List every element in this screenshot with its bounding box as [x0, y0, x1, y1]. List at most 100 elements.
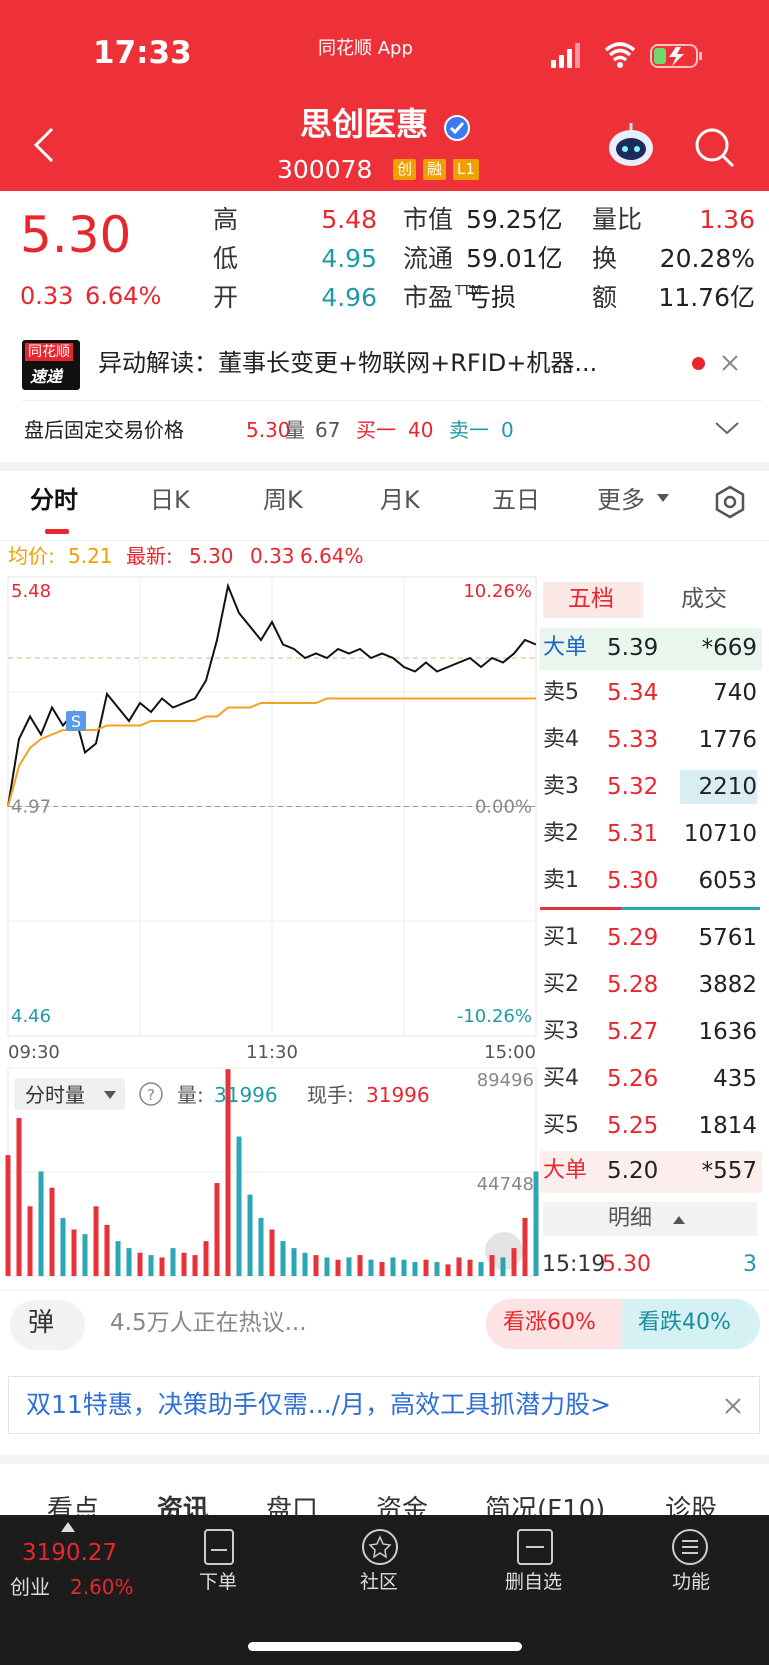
volume-bar	[368, 1259, 374, 1276]
section-tab[interactable]: 资金	[376, 1495, 429, 1515]
chart-tab[interactable]: 五日	[492, 486, 540, 514]
detail-toggle[interactable]: 明细	[608, 1206, 653, 1231]
index-value: 3190.27	[22, 1540, 118, 1566]
help-mark: ?	[147, 1086, 155, 1104]
volume-dropdown[interactable]	[14, 1078, 125, 1110]
section-tab[interactable]: 看点	[47, 1495, 100, 1515]
banner-text[interactable]: 异动解读：董事长变更+物联网+RFID+机器...	[98, 349, 598, 377]
chart-tab[interactable]: 分时	[30, 486, 78, 514]
book-tab-bg	[543, 582, 643, 618]
last-price: 5.30	[20, 206, 132, 264]
volume-bar	[324, 1257, 330, 1276]
section-tab[interactable]: 盘口	[266, 1495, 319, 1515]
volume-label: 量:	[177, 1083, 204, 1107]
volume-bar	[346, 1257, 352, 1276]
stock-tag: 融	[423, 159, 447, 180]
detail-bg	[543, 1202, 757, 1236]
chart-tab[interactable]: 月K	[380, 486, 420, 514]
robot-button[interactable]	[603, 120, 659, 170]
volume-bar	[401, 1259, 407, 1276]
after-hours-ask: 0	[501, 418, 514, 442]
book-price: 5.28	[607, 972, 659, 998]
x-tick-label: 09:30	[8, 1042, 60, 1063]
price-change: 0.33	[20, 282, 74, 310]
ad-text[interactable]: 双11特惠，决策助手仅需.../月，高效工具抓潜力股>	[26, 1390, 612, 1419]
danmu-button[interactable]: 弹	[28, 1308, 55, 1338]
section-tab[interactable]: 简况(F10)	[485, 1495, 606, 1515]
chart-tab[interactable]: 更多	[597, 486, 645, 514]
volume-bar	[49, 1187, 55, 1276]
banner-dot	[692, 357, 705, 370]
trade-price: 5.30	[602, 1252, 651, 1277]
chart-info-avg: 5.21	[68, 544, 113, 568]
book-split-red	[540, 907, 622, 910]
book-tab[interactable]: 五档	[568, 586, 614, 612]
y-tick-label: 4.97	[11, 797, 51, 818]
chart-info-change-pct: 6.64%	[300, 544, 364, 568]
book-price: 5.25	[607, 1113, 659, 1139]
volume-bar	[445, 1264, 451, 1276]
settings-button[interactable]	[712, 484, 748, 520]
volume-bar	[82, 1234, 88, 1276]
book-qty: 3882	[698, 972, 757, 998]
qty-highlight	[680, 770, 757, 804]
y2-tick-label: 10.26%	[463, 581, 532, 602]
search-button[interactable]	[693, 126, 737, 170]
book-qty: 1636	[698, 1019, 757, 1045]
ad-box[interactable]	[8, 1376, 760, 1434]
nav-item[interactable]: 删自选	[505, 1571, 563, 1593]
stat-label: 量比	[592, 205, 643, 234]
after-hours-vol: 67	[315, 418, 341, 442]
expand-arrow[interactable]	[714, 420, 740, 436]
bear-bg[interactable]	[622, 1299, 760, 1349]
stat-value: 5.48	[321, 205, 377, 234]
book-label: 卖1	[543, 868, 579, 893]
volume-bar	[236, 1136, 242, 1276]
volume-bar	[27, 1206, 33, 1276]
book-price: 5.20	[607, 1158, 659, 1184]
divider	[0, 540, 769, 541]
nav-icons	[204, 1529, 708, 1565]
bear-button[interactable]: 看跌40%	[638, 1310, 731, 1335]
verified-icon	[444, 115, 470, 141]
index-pct: 2.60%	[70, 1575, 134, 1599]
status-time: 17:33	[93, 35, 192, 71]
price-line	[7, 582, 537, 807]
volume-title: 分时量	[25, 1083, 85, 1107]
help-icon[interactable]	[139, 1082, 163, 1106]
chart-info-last: 5.30	[189, 544, 234, 568]
bull-button[interactable]: 看涨60%	[503, 1310, 596, 1335]
volume-bar	[357, 1255, 363, 1276]
chart-tab[interactable]: 日K	[150, 486, 190, 514]
book-tab[interactable]: 成交	[681, 586, 727, 612]
nav-item[interactable]: 社区	[360, 1571, 399, 1593]
chart-info-avg-label: 均价:	[8, 544, 55, 568]
bull-bg[interactable]	[486, 1299, 622, 1349]
volume-bar	[291, 1248, 297, 1276]
divider	[0, 1290, 769, 1291]
ad-close[interactable]	[724, 1397, 742, 1415]
after-hours-bid: 40	[408, 418, 434, 442]
section-tab[interactable]: 资讯	[157, 1495, 210, 1515]
volume-bar	[192, 1255, 198, 1276]
discussion-text[interactable]: 4.5万人正在热议...	[110, 1310, 307, 1336]
detail-caret	[673, 1216, 685, 1224]
chart-layer: 5.48 4.97 4.46 10.26% 0.00% -10.26% 09:30 11:30…	[5, 494, 685, 1277]
book-price: 5.32	[607, 774, 659, 800]
banner-close[interactable]	[720, 353, 740, 373]
volume-bar	[478, 1262, 484, 1276]
stock-code: 300078	[277, 155, 373, 184]
book-qty: *669	[701, 635, 757, 661]
nav-item[interactable]: 功能	[672, 1571, 711, 1593]
nav-item[interactable]: 下单	[199, 1571, 238, 1593]
volume-bar	[390, 1257, 396, 1276]
book-price: 5.26	[607, 1066, 659, 1092]
stat-label: 额	[592, 283, 618, 312]
book-split-teal	[622, 907, 760, 910]
section-tab[interactable]: 诊股	[665, 1495, 718, 1515]
danmu-button-bg[interactable]	[10, 1300, 85, 1350]
chart-tab[interactable]: 周K	[263, 486, 303, 514]
back-button[interactable]	[30, 125, 60, 165]
book-label: 大单	[543, 635, 588, 660]
